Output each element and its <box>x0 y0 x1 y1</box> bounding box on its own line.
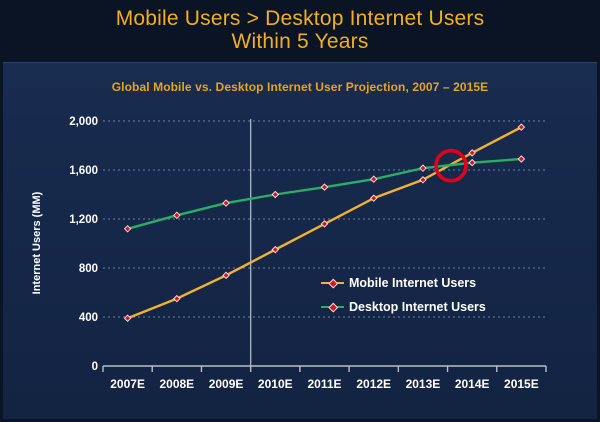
y-tick-label: 400 <box>79 312 98 324</box>
data-point-mobile-2008E <box>173 294 181 303</box>
data-point-desktop-2010E <box>271 190 280 199</box>
x-tick-label-2012E: 2012E <box>356 377 391 391</box>
data-point-desktop-2011E <box>320 183 329 191</box>
y-tick-label: 0 <box>92 361 98 373</box>
legend-label-desktop: Desktop Internet Users <box>349 300 486 314</box>
slide-title-line2: Within 5 Years <box>231 30 369 53</box>
data-point-mobile-2011E <box>320 220 329 228</box>
x-tick-label-2013E: 2013E <box>406 377 441 391</box>
x-tick-label-2009E: 2009E <box>209 377 244 391</box>
data-point-mobile-2015E <box>517 123 526 131</box>
y-tick-label: 1,600 <box>69 165 98 177</box>
data-point-desktop-2015E <box>517 155 526 163</box>
y-tick-label: 2,000 <box>69 116 98 128</box>
chart-legend: Mobile Internet Users Desktop Internet U… <box>321 272 486 320</box>
data-point-mobile-2007E <box>123 314 132 322</box>
data-point-mobile-2013E <box>419 176 427 184</box>
x-tick-label-2014E: 2014E <box>455 377 490 391</box>
slide-title: Mobile Users > Desktop Internet Users Wi… <box>0 0 600 62</box>
legend-label-mobile: Mobile Internet Users <box>349 276 477 290</box>
x-tick-label-2011E: 2011E <box>307 377 341 391</box>
series-line-desktop <box>127 157 522 230</box>
x-tick-label-2010E: 2010E <box>258 377 293 391</box>
data-point-desktop-2009E <box>222 199 230 207</box>
x-tick-label-2008E: 2008E <box>159 377 194 391</box>
data-point-desktop-2008E <box>173 211 181 220</box>
slide-title-line1: Mobile Users > Desktop Internet Users <box>115 7 485 30</box>
data-point-desktop-2012E <box>369 175 378 183</box>
x-tick-label-2007E: 2007E <box>110 377 145 391</box>
chart-subtitle: Global Mobile vs. Desktop Internet User … <box>111 80 489 94</box>
y-tick-label: 800 <box>79 263 98 275</box>
y-tick-label: 1,200 <box>69 214 98 226</box>
legend-item-desktop: Desktop Internet Users <box>321 296 486 318</box>
x-tick-label-2015E: 2015E <box>504 377 539 391</box>
data-point-desktop-2013E <box>419 164 427 172</box>
data-point-mobile-2012E <box>369 194 378 202</box>
legend-item-mobile: Mobile Internet Users <box>321 272 486 294</box>
data-point-mobile-2014E <box>468 149 476 157</box>
mobile-line-swatch-icon <box>321 281 344 285</box>
data-point-mobile-2009E <box>222 271 230 280</box>
desktop-line-swatch-icon <box>321 305 344 309</box>
data-point-desktop-2007E <box>123 225 132 233</box>
data-point-desktop-2014E <box>468 158 476 167</box>
crossover-highlight-circle <box>434 148 468 183</box>
data-point-mobile-2010E <box>271 245 280 254</box>
